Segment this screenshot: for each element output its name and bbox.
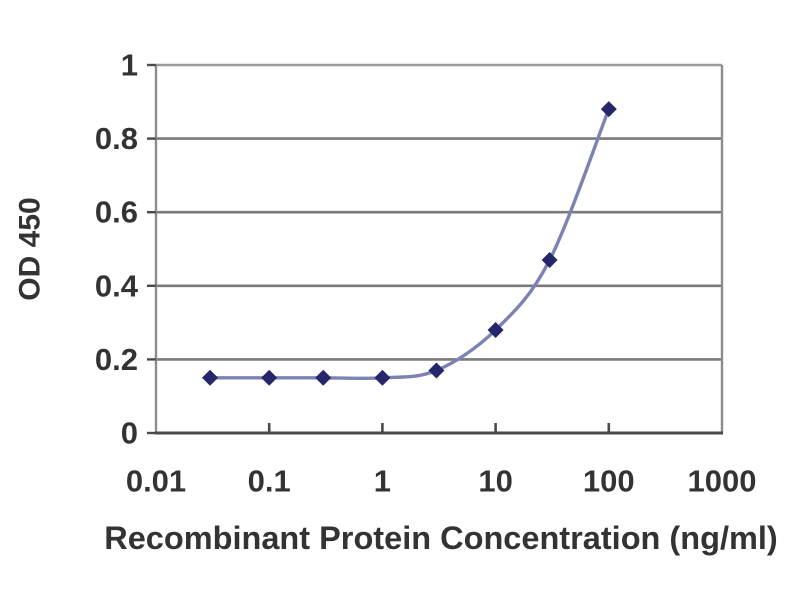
- x-tick-label: 0.01: [126, 464, 186, 499]
- y-axis-title: OD 450: [14, 197, 47, 300]
- x-tick-label: 1: [374, 464, 391, 499]
- y-tick-label: 0.2: [95, 342, 138, 377]
- y-tick-label: 1: [121, 48, 138, 83]
- data-point-marker: [541, 252, 558, 269]
- y-tick-label: 0.4: [95, 268, 139, 303]
- y-tick-label: 0.8: [95, 121, 138, 156]
- data-point-marker: [428, 362, 445, 379]
- series-line: [208, 107, 611, 381]
- y-tick-label: 0.6: [95, 195, 138, 230]
- x-tick-label: 1000: [688, 464, 757, 499]
- data-point-marker: [315, 369, 332, 386]
- x-tick-label: 100: [583, 464, 635, 499]
- y-tick-label: 0: [121, 416, 138, 451]
- data-point-marker: [202, 369, 219, 386]
- x-tick-label: 10: [478, 464, 512, 499]
- data-point-marker: [487, 321, 504, 338]
- data-point-marker: [374, 369, 391, 386]
- data-point-marker: [600, 101, 617, 118]
- x-tick-label: 0.1: [248, 464, 291, 499]
- data-point-marker: [261, 369, 278, 386]
- x-axis-title: Recombinant Protein Concentration (ng/ml…: [104, 520, 778, 556]
